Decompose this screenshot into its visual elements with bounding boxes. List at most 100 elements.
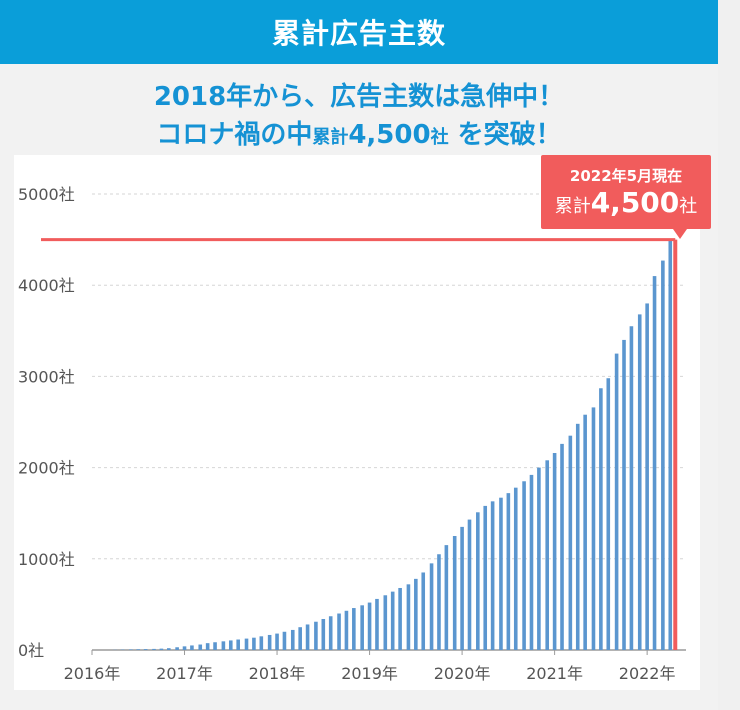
bar xyxy=(552,453,557,650)
bar xyxy=(583,414,587,650)
bar xyxy=(383,595,388,650)
bar xyxy=(221,641,226,650)
bar xyxy=(282,631,287,650)
x-tick-label: 2017年 xyxy=(156,664,213,683)
callout-value: 累計4,500社 xyxy=(541,188,711,222)
bar-chart: 0社 1000社 2000社 3000社 4000社 5000社 2016年 2017年 201… xyxy=(18,185,686,683)
header-bar: 累計広告主数 xyxy=(0,0,718,64)
bar xyxy=(175,647,179,650)
bar xyxy=(198,644,203,650)
bar xyxy=(205,643,210,650)
x-tick-label: 2020年 xyxy=(434,664,491,683)
bar xyxy=(575,423,580,650)
y-tick-label: 2000社 xyxy=(18,459,75,478)
bar xyxy=(305,624,310,650)
bar xyxy=(645,303,649,650)
x-tick-label: 2021年 xyxy=(526,664,583,683)
callout-number: 4,500 xyxy=(590,186,680,219)
bar xyxy=(506,493,511,650)
y-tick-label: 3000社 xyxy=(18,367,75,386)
bar xyxy=(614,353,619,650)
headline-text-2e: を突破！ xyxy=(448,120,562,150)
y-tick-label: 1000社 xyxy=(18,550,75,569)
headline-text-2d: 社 xyxy=(430,127,449,148)
bar xyxy=(228,640,233,650)
headline-text-1: 2018年から、広告主数は急伸中！ xyxy=(153,82,565,112)
bar xyxy=(143,649,148,650)
bar xyxy=(483,505,488,650)
y-tick-label: 4000社 xyxy=(18,276,75,295)
bar xyxy=(661,260,665,650)
bar xyxy=(429,563,434,650)
bar xyxy=(344,610,349,650)
bar xyxy=(637,314,642,650)
bar xyxy=(159,648,164,650)
bar xyxy=(606,378,611,650)
headline-text-2b: 累計 xyxy=(312,127,349,148)
bar xyxy=(182,646,187,650)
bar xyxy=(190,645,194,650)
bar xyxy=(267,634,272,650)
y-tick-label: 5000社 xyxy=(18,185,75,204)
headline-text-2c: 4,500 xyxy=(348,120,431,150)
total-callout: 2022年5月現在 累計4,500社 xyxy=(541,155,711,229)
bar xyxy=(414,578,418,650)
bar xyxy=(452,536,457,650)
bar xyxy=(275,633,279,650)
bar xyxy=(252,637,256,650)
bar xyxy=(560,443,564,650)
bar xyxy=(236,639,240,650)
bar xyxy=(213,642,217,650)
bar xyxy=(398,587,402,650)
bar xyxy=(244,638,249,650)
bar xyxy=(444,545,449,650)
bar xyxy=(545,460,550,650)
bar xyxy=(622,339,626,650)
bar xyxy=(599,388,603,650)
bar xyxy=(476,512,480,650)
bar xyxy=(375,598,379,650)
bar xyxy=(290,629,295,650)
bar xyxy=(421,572,426,650)
bar xyxy=(152,648,156,650)
bar xyxy=(259,636,264,650)
bar xyxy=(467,519,472,650)
headline-line-1: 2018年から、広告主数は急伸中！ xyxy=(0,76,718,113)
chart-card: 0社 1000社 2000社 3000社 4000社 5000社 2016年 2017年 201… xyxy=(14,155,700,690)
x-tick-label: 2018年 xyxy=(249,664,306,683)
callout-date: 2022年5月現在 xyxy=(569,167,683,185)
callout-pointer xyxy=(673,229,687,239)
bar xyxy=(668,239,673,650)
bar xyxy=(298,627,302,650)
bar xyxy=(568,435,573,650)
callout-prefix: 累計 xyxy=(554,196,591,217)
bar xyxy=(166,648,171,650)
bar xyxy=(321,618,326,650)
bar xyxy=(352,608,356,650)
bar xyxy=(513,487,518,650)
bar xyxy=(367,602,372,650)
bar xyxy=(591,407,596,650)
bar xyxy=(499,497,503,650)
bar xyxy=(406,584,411,650)
bar xyxy=(390,591,395,650)
bar xyxy=(529,474,534,650)
bar xyxy=(490,501,495,650)
bar xyxy=(629,326,634,650)
bar xyxy=(437,554,441,650)
x-tick-label: 2016年 xyxy=(64,664,121,683)
bar xyxy=(460,526,464,650)
x-tick-label: 2022年 xyxy=(619,664,676,683)
bar xyxy=(360,605,364,650)
callout-suffix: 社 xyxy=(679,196,698,217)
bar xyxy=(522,481,526,650)
bar xyxy=(652,276,657,650)
headline-line-2: コロナ禍の中累計4,500社 を突破！ xyxy=(0,114,718,151)
bar xyxy=(328,616,333,650)
page-title: 累計広告主数 xyxy=(271,17,446,50)
bar xyxy=(337,613,341,650)
bar xyxy=(136,649,141,650)
x-tick-label: 2019年 xyxy=(341,664,398,683)
headline-text-2a: コロナ禍の中 xyxy=(156,120,313,150)
bar xyxy=(537,467,541,650)
